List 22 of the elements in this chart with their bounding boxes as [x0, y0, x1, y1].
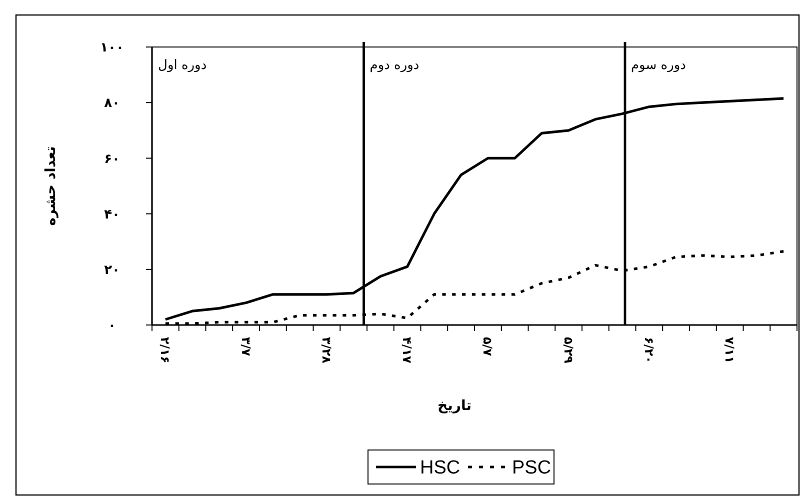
annotation: دوره دوم: [370, 58, 420, 73]
x-tick-label: ۴/۱۷: [400, 337, 414, 364]
x-tick-label: ۶/۲۰: [642, 337, 656, 364]
y-tick-label: ۲۰: [104, 262, 120, 278]
annotation: دوره اول: [158, 58, 207, 73]
x-tick-label: ۵/۲۹: [561, 337, 576, 364]
legend-label: PSC: [512, 458, 552, 479]
y-tick-label: ۴۰: [104, 207, 120, 222]
x-tick-label: ۳/۲۸: [319, 337, 334, 364]
y-tick-label: ۱۰۰: [100, 40, 124, 56]
x-tick-label: ۵/۷: [480, 337, 495, 357]
line-series: [164, 97, 785, 321]
x-tick-label: ۷/۱۱: [722, 337, 737, 364]
y-tick-label: ۰: [108, 318, 116, 334]
y-tick-label: ۶۰: [104, 152, 120, 167]
y-axis-title: تعداد حشره: [42, 146, 59, 226]
annotation: دوره سوم: [631, 58, 686, 73]
x-tick-label: ۳/۷: [238, 337, 253, 357]
x-tick-label: ۲/۱۶: [158, 337, 172, 364]
x-axis-title: تاریخ: [438, 398, 472, 414]
y-tick-label: ۸۰: [104, 96, 120, 112]
legend-label: HSC: [420, 458, 460, 479]
